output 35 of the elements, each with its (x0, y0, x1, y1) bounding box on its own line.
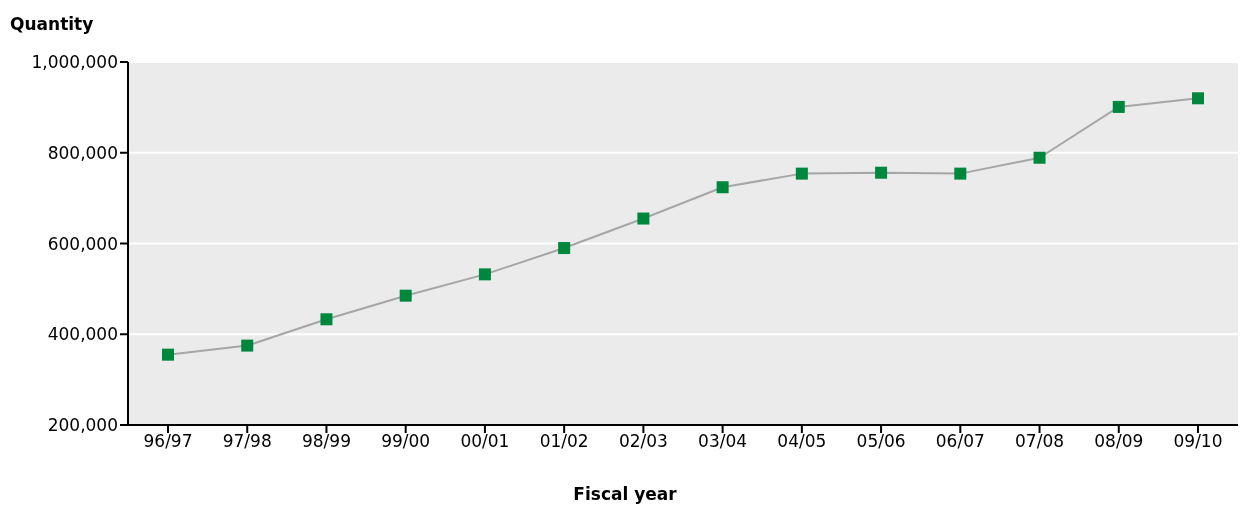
x-tick-label: 02/03 (618, 431, 668, 452)
y-tick-label: 600,000 (47, 233, 118, 254)
point (954, 167, 967, 180)
point (716, 181, 729, 194)
point (241, 339, 254, 352)
x-tick-label: 06/07 (935, 431, 985, 452)
point (875, 166, 888, 179)
x-tick-label: 96/97 (143, 431, 193, 452)
x-tick-label: 00/01 (460, 431, 510, 452)
y-tick-label: 200,000 (47, 415, 118, 436)
x-tick-label: 98/99 (301, 431, 351, 452)
x-tick-label: 05/06 (856, 431, 906, 452)
point (320, 313, 333, 326)
x-tick-label: 99/00 (381, 431, 431, 452)
x-axis-title: Fiscal year (572, 484, 678, 504)
point (558, 242, 571, 255)
x-tick-label: 03/04 (698, 431, 748, 452)
point (1033, 151, 1046, 164)
x-tick-label: 07/08 (1015, 431, 1065, 452)
point (399, 289, 412, 302)
x-tick-label: 09/10 (1173, 431, 1223, 452)
point (162, 348, 174, 361)
point (1112, 100, 1125, 113)
x-tick-label: 01/02 (539, 431, 589, 452)
point (795, 167, 808, 180)
y-tick-label: 1,000,000 (31, 52, 118, 73)
point (1192, 92, 1204, 105)
x-tick-label: 08/09 (1094, 431, 1144, 452)
point (478, 268, 491, 281)
y-tick-label: 800,000 (47, 142, 118, 163)
point (637, 212, 650, 225)
y-axis-title: Quantity (10, 14, 94, 34)
x-tick-label: 97/98 (222, 431, 272, 452)
y-tick-label: 400,000 (47, 324, 118, 345)
x-tick-label: 04/05 (777, 431, 827, 452)
